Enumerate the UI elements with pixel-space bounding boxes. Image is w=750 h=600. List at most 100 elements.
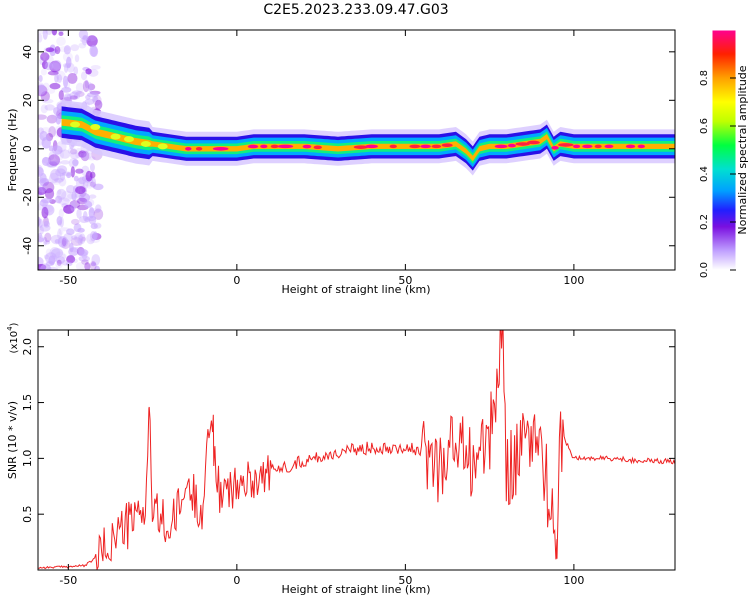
ridge-peak bbox=[507, 143, 516, 148]
ridge-peak bbox=[551, 146, 559, 150]
noise-blob bbox=[89, 171, 96, 179]
noise-blob bbox=[68, 158, 79, 169]
noise-blob bbox=[40, 104, 48, 114]
noise-blob bbox=[44, 62, 54, 71]
noise-blob bbox=[93, 183, 104, 191]
noise-blob bbox=[63, 93, 72, 102]
noise-blob bbox=[42, 204, 54, 213]
noise-blob bbox=[66, 184, 76, 194]
ridge-blob bbox=[90, 123, 101, 130]
noise-blob bbox=[75, 168, 84, 174]
noise-blob bbox=[76, 197, 88, 205]
y-tick-label: 2.0 bbox=[21, 338, 34, 356]
noise-blob bbox=[88, 156, 96, 161]
noise-blob bbox=[61, 260, 69, 266]
x-tick-label: 100 bbox=[563, 574, 584, 587]
noise-blob bbox=[67, 73, 78, 84]
noise-blob bbox=[41, 206, 49, 219]
noise-blob bbox=[40, 198, 53, 204]
noise-blob bbox=[42, 181, 55, 194]
noise-blob bbox=[41, 156, 50, 167]
noise-blob bbox=[48, 126, 56, 138]
noise-blob bbox=[38, 218, 44, 228]
x-tick-label: 0 bbox=[233, 274, 240, 287]
y-tick-label: 0 bbox=[21, 145, 34, 152]
noise-blob bbox=[56, 215, 63, 226]
noise-blob bbox=[91, 177, 97, 189]
colorbar-tick-label: 0.2 bbox=[699, 214, 710, 230]
noise-blob bbox=[81, 35, 88, 46]
noise-blob bbox=[94, 99, 103, 110]
x-tick-label: 0 bbox=[233, 574, 240, 587]
noise-blob bbox=[69, 149, 78, 155]
noise-blob bbox=[93, 231, 98, 240]
x-tick-label: -50 bbox=[59, 574, 77, 587]
ridge-peak bbox=[247, 144, 259, 149]
noise-blob bbox=[48, 154, 61, 166]
noise-blob bbox=[55, 260, 63, 269]
snr-scale-prefix: (x10 bbox=[9, 331, 20, 354]
noise-blob bbox=[54, 178, 64, 183]
noise-blob bbox=[91, 254, 101, 266]
ridge-blob bbox=[140, 140, 151, 147]
snr-x-axis-label: Height of straight line (km) bbox=[281, 583, 430, 596]
snr-panel: -50 0 50 100 0.5 1.0 1.5 2.0 Height of straight… bbox=[6, 322, 676, 596]
noise-blob bbox=[57, 189, 62, 195]
ridge-peak bbox=[302, 144, 312, 149]
noise-blob bbox=[86, 92, 99, 98]
noise-blob bbox=[52, 59, 62, 71]
noise-blob bbox=[48, 159, 60, 165]
spectrogram-x-axis-label: Height of straight line (km) bbox=[281, 283, 430, 296]
x-tick-label: 100 bbox=[563, 274, 584, 287]
noise-blob bbox=[65, 56, 72, 69]
noise-blob bbox=[83, 152, 92, 160]
noise-blob bbox=[84, 262, 91, 270]
snr-scale-label: (x104) bbox=[6, 322, 20, 353]
noise-blob bbox=[61, 86, 72, 93]
noise-blob bbox=[95, 204, 102, 213]
noise-blob bbox=[78, 255, 90, 262]
noise-blob bbox=[50, 169, 61, 181]
figure-title: C2E5.2023.233.09.47.G03 bbox=[263, 2, 448, 18]
noise-blob bbox=[38, 226, 44, 235]
noise-blob bbox=[44, 188, 55, 200]
noise-blob bbox=[43, 220, 50, 228]
noise-blob bbox=[38, 184, 47, 193]
noise-blob bbox=[57, 220, 62, 227]
noise-blob bbox=[79, 152, 88, 159]
noise-blob bbox=[78, 185, 87, 198]
spectrogram-panel: -50 0 50 100 -40 -20 0 20 40 Height of straight … bbox=[6, 29, 676, 296]
colorbar-ticks: 0.0 0.2 0.4 0.6 0.8 bbox=[699, 70, 736, 278]
noise-blob bbox=[44, 254, 49, 260]
y-tick-label: 0.5 bbox=[21, 505, 34, 523]
noise-blob bbox=[56, 188, 67, 200]
noise-blob bbox=[75, 91, 85, 97]
noise-blob bbox=[84, 200, 93, 209]
noise-blob bbox=[59, 230, 64, 235]
colorbar-tick-label: 0.4 bbox=[699, 166, 710, 182]
ridge-peak bbox=[353, 145, 369, 149]
noise-blob bbox=[71, 191, 77, 201]
noise-blob bbox=[38, 84, 47, 95]
noise-blob bbox=[69, 91, 81, 100]
noise-blob bbox=[82, 80, 90, 93]
noise-blob bbox=[90, 65, 101, 70]
noise-blob bbox=[88, 207, 95, 219]
noise-blob bbox=[66, 228, 75, 236]
noise-blob bbox=[56, 165, 68, 175]
noise-blob bbox=[49, 60, 62, 73]
ridge-peak bbox=[313, 145, 322, 150]
noise-blob bbox=[46, 114, 58, 124]
noise-blob bbox=[69, 246, 82, 253]
noise-blob bbox=[44, 104, 55, 111]
noise-blob bbox=[57, 236, 69, 248]
noise-blob bbox=[93, 208, 104, 220]
noise-blob bbox=[74, 234, 85, 241]
snr-y-axis-label: SNR (10 * v/v) bbox=[6, 401, 19, 479]
ridge-peak bbox=[195, 146, 203, 151]
colorbar-label: Normalized spectral amplitude bbox=[736, 65, 749, 234]
noise-blob bbox=[40, 68, 47, 76]
noise-blob bbox=[79, 215, 90, 224]
noise-blob bbox=[63, 232, 73, 242]
